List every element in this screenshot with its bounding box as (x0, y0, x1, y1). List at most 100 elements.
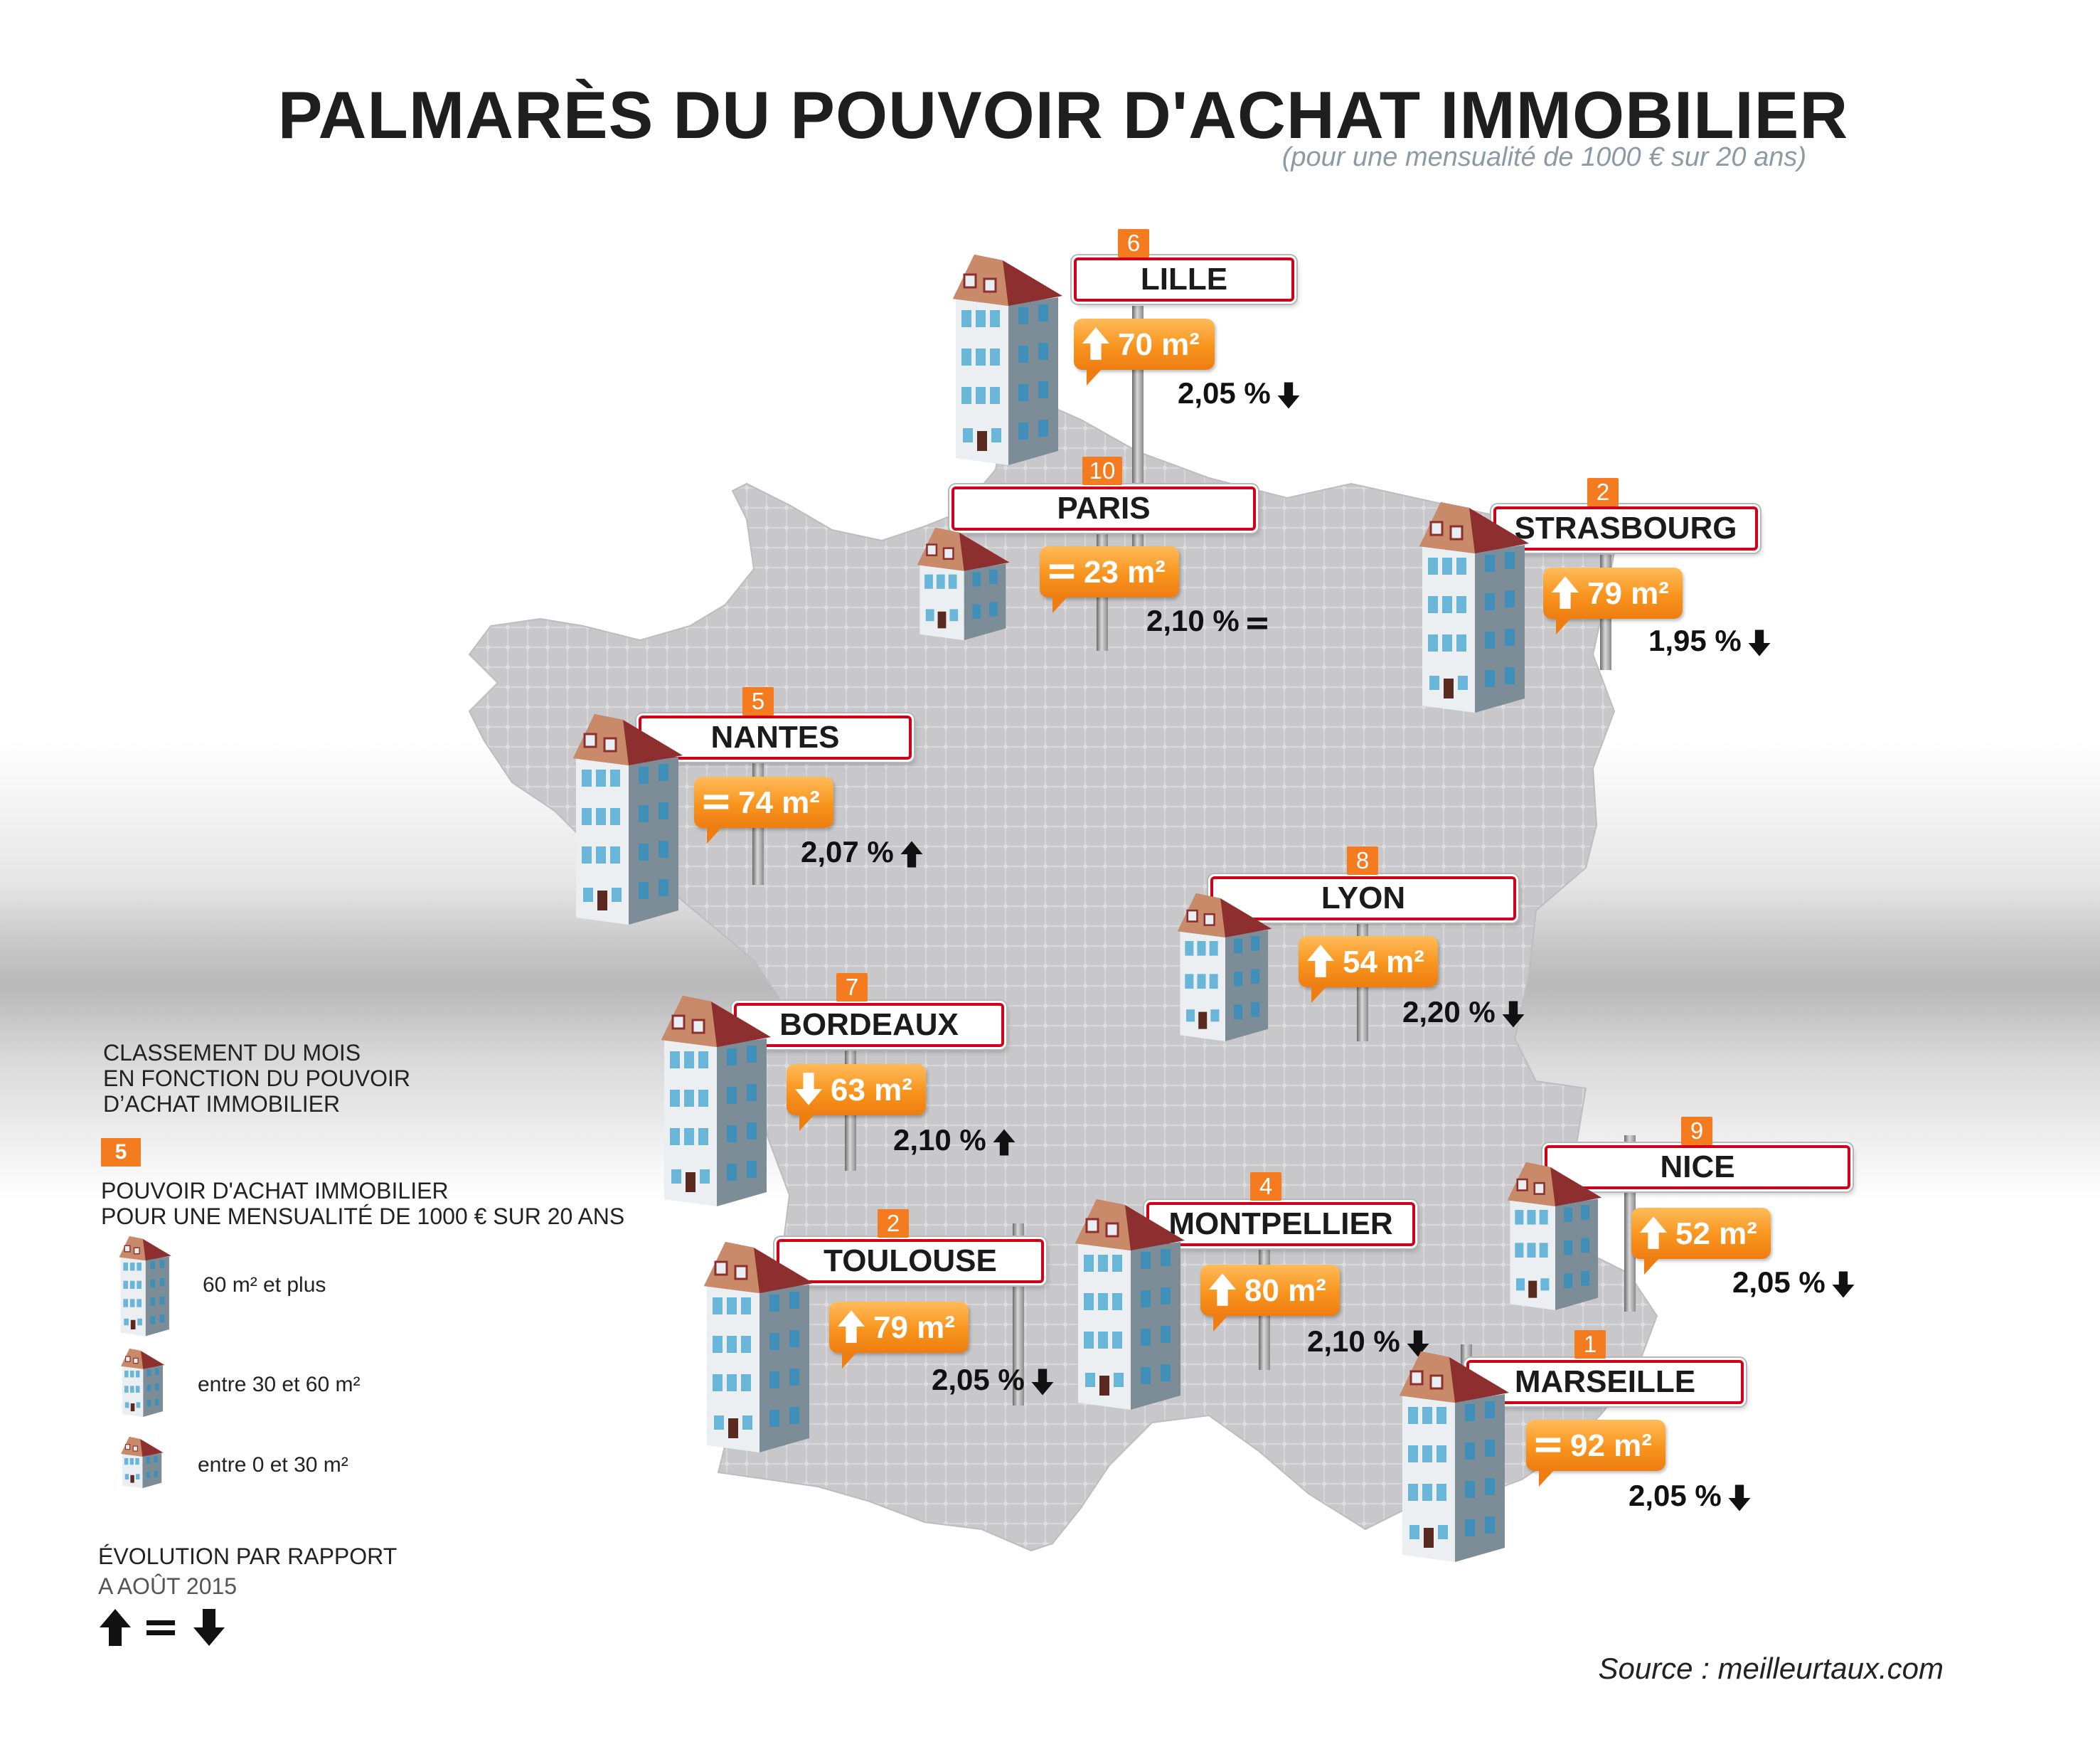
arrow-down-icon (1496, 994, 1525, 1030)
rate-row: 2,05 % (932, 1360, 1055, 1396)
rank-badge: 2 (878, 1209, 909, 1238)
area-value: 92 m² (1570, 1428, 1652, 1463)
equal-icon (146, 1620, 175, 1635)
city-sign-marseille: MARSEILLE (1466, 1360, 1744, 1404)
city-sign-paris: PARIS (952, 487, 1256, 531)
area-bubble: 80 m² (1200, 1265, 1340, 1332)
rank-badge: 1 (1574, 1330, 1606, 1359)
rate-value: 2,07 % (801, 834, 894, 868)
area-value: 23 m² (1084, 555, 1166, 590)
arrow-up-icon (836, 1309, 866, 1346)
building-icon (573, 714, 694, 942)
arrow-up-icon (1638, 1215, 1668, 1252)
source-credit: Source : meilleurtaux.com (1598, 1652, 1944, 1685)
page-title: PALMARÈS DU POUVOIR D'ACHAT IMMOBILIER (277, 78, 1849, 152)
arrow-down-icon (1742, 623, 1771, 659)
equal-icon (1533, 1427, 1563, 1464)
city-sign-lille: LILLE (1074, 257, 1294, 302)
legend-building-medium-icon (115, 1349, 175, 1426)
building-icon (661, 996, 782, 1224)
rate-row: 2,05 % (1629, 1476, 1752, 1514)
legend-size-small: entre 0 et 30 m² (198, 1453, 348, 1477)
legend-evolution-title-1: ÉVOLUTION PAR RAPPORT (98, 1544, 398, 1569)
area-bubble: 92 m² (1526, 1420, 1665, 1487)
rate-row: 2,10 % (893, 1120, 1016, 1157)
area-value: 70 m² (1118, 327, 1200, 362)
city-sign-montpellier: MONTPELLIER (1146, 1202, 1415, 1246)
arrow-up-icon (1081, 326, 1111, 363)
legend-power-title-2: POUR UNE MENSUALITÉ DE 1000 € SUR 20 ANS (101, 1204, 625, 1229)
area-value: 79 m² (873, 1310, 955, 1345)
building-icon (1400, 1351, 1520, 1580)
area-value: 80 m² (1244, 1273, 1326, 1308)
area-bubble: 63 m² (787, 1064, 926, 1131)
arrow-up-icon (1306, 943, 1336, 980)
legend-rank-badge: 5 (101, 1138, 141, 1167)
rank-badge: 7 (836, 973, 868, 1001)
rate-row: 2,10 % (1146, 601, 1269, 637)
legend-ranking-title-1: CLASSEMENT DU MOIS (103, 1040, 361, 1066)
building-icon (953, 255, 1074, 483)
area-bubble: 54 m² (1299, 936, 1438, 1003)
area-value: 79 m² (1587, 576, 1669, 611)
city-sign-nantes: NANTES (639, 716, 912, 760)
rate-value: 2,10 % (1146, 603, 1240, 637)
rate-value: 2,05 % (1178, 376, 1271, 410)
area-value: 74 m² (738, 785, 820, 820)
city-sign-strasbourg: STRASBOURG (1493, 506, 1758, 551)
rank-badge: 8 (1347, 846, 1378, 875)
rank-badge: 10 (1082, 457, 1122, 485)
france-shape (468, 388, 1658, 1552)
city-sign-lyon: LYON (1210, 876, 1516, 920)
area-bubble: 70 m² (1074, 319, 1215, 386)
area-bubble: 74 m² (694, 777, 833, 844)
rank-badge: 4 (1250, 1172, 1281, 1201)
arrow-down-icon (1025, 1362, 1055, 1398)
rank-badge: 9 (1681, 1117, 1712, 1145)
arrow-down-icon (1271, 376, 1301, 411)
area-value: 63 m² (831, 1073, 912, 1107)
legend-building-small-icon (114, 1437, 175, 1497)
area-bubble: 23 m² (1040, 546, 1179, 613)
building-icon (1075, 1199, 1196, 1428)
city-sign-toulouse: TOULOUSE (777, 1239, 1044, 1283)
building-icon (1178, 893, 1281, 1057)
legend-ranking-title-2: EN FONCTION DU POUVOIR (103, 1066, 411, 1091)
building-icon (1419, 502, 1540, 730)
equal-icon (1240, 603, 1269, 639)
area-bubble: 79 m² (1543, 568, 1683, 634)
rate-value: 1,95 % (1648, 623, 1742, 657)
rate-row: 2,07 % (801, 832, 924, 868)
legend-evolution-title-2: A AOÛT 2015 (98, 1573, 238, 1599)
legend-size-large: 60 m² et plus (203, 1273, 326, 1297)
rate-row: 2,05 % (1178, 373, 1301, 411)
legend-evolution-icons (100, 1609, 225, 1646)
arrow-down-icon (1400, 1324, 1430, 1359)
area-bubble: 52 m² (1631, 1208, 1771, 1275)
area-value: 54 m² (1343, 945, 1424, 979)
arrow-down-icon (1722, 1478, 1752, 1514)
equal-icon (1047, 553, 1077, 590)
arrow-up-icon (1208, 1272, 1237, 1309)
equal-icon (701, 784, 731, 821)
legend-size-medium: entre 30 et 60 m² (198, 1373, 361, 1396)
arrow-up-icon (100, 1609, 131, 1646)
rate-value: 2,05 % (1629, 1478, 1722, 1512)
rate-value: 2,05 % (932, 1362, 1025, 1396)
area-value: 52 m² (1675, 1216, 1757, 1251)
rate-row: 2,20 % (1402, 992, 1525, 1030)
arrow-down-icon (794, 1071, 824, 1108)
rank-badge: 2 (1587, 478, 1619, 506)
rate-value: 2,20 % (1402, 994, 1496, 1029)
rate-row: 1,95 % (1648, 621, 1771, 657)
rank-badge: 6 (1118, 229, 1149, 257)
arrow-up-icon (1550, 575, 1580, 612)
legend-power-title-1: POUVOIR D'ACHAT IMMOBILIER (101, 1178, 449, 1204)
rate-value: 2,10 % (893, 1122, 986, 1157)
page-subtitle: (pour une mensualité de 1000 € sur 20 an… (1281, 142, 1806, 172)
building-icon (917, 528, 1019, 656)
rate-row: 2,05 % (1732, 1263, 1855, 1299)
city-sign-nice: NICE (1545, 1145, 1850, 1189)
rate-value: 2,10 % (1307, 1324, 1400, 1358)
